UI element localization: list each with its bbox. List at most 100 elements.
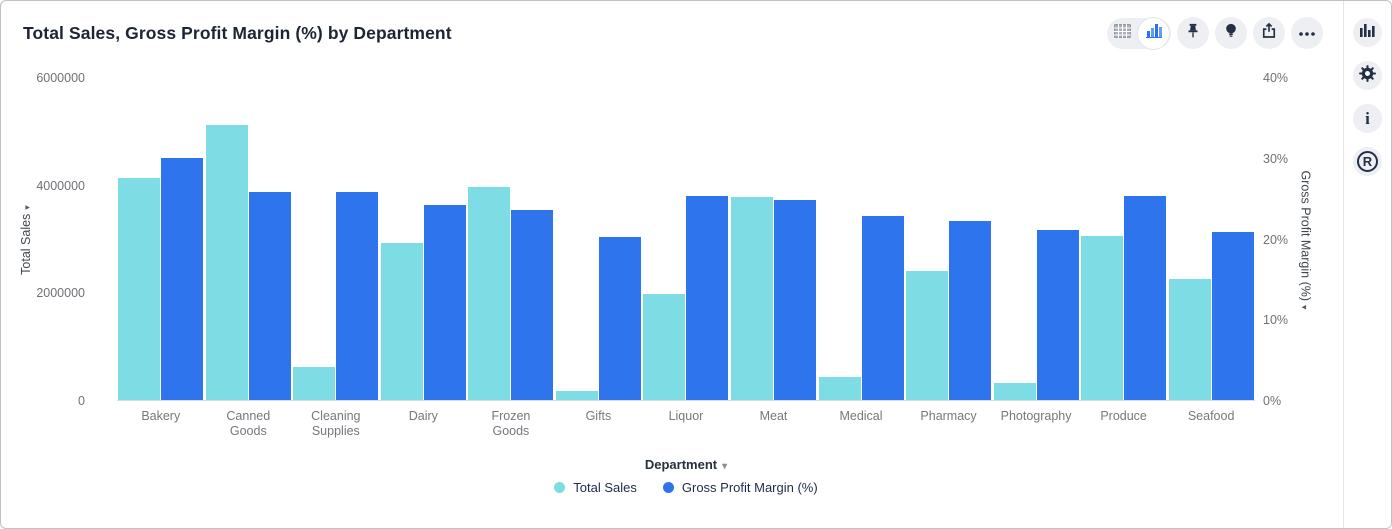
y-tick: 40%	[1263, 71, 1289, 85]
bar-group-bakery	[117, 78, 205, 400]
bar-group-medical	[817, 78, 905, 400]
bar-group-photography	[992, 78, 1080, 400]
legend-dot-icon	[554, 482, 566, 493]
left-axis-label: Total Sales	[19, 213, 33, 275]
right-rail: i R	[1343, 1, 1391, 528]
insights-button[interactable]	[1215, 17, 1247, 49]
x-tick-pharmacy: Pharmacy	[920, 409, 977, 423]
bar-gross-profit-margin-pharmacy[interactable]	[949, 221, 992, 400]
chart-type-button[interactable]	[1353, 18, 1382, 47]
x-tick-bakery: Bakery	[141, 409, 181, 423]
bar-total-sales-pharmacy[interactable]	[906, 271, 949, 400]
bar-gross-profit-margin-frozen-goods[interactable]	[511, 210, 554, 400]
x-tick-frozen-goods: Frozen Goods	[491, 409, 531, 438]
x-tick-photography: Photography	[1000, 409, 1072, 423]
bar-group-frozen-goods	[467, 78, 555, 400]
y-tick: 2000000	[36, 286, 85, 301]
x-tick-produce: Produce	[1100, 409, 1147, 423]
bar-gross-profit-margin-medical[interactable]	[861, 215, 904, 400]
bar-total-sales-canned-goods[interactable]	[205, 124, 248, 400]
plot-area	[117, 78, 1255, 401]
bar-group-dairy	[380, 78, 468, 400]
legend-dot-icon	[662, 482, 674, 493]
right-axis-title[interactable]: Gross Profit Margin (%) ▾	[1295, 78, 1317, 401]
lightbulb-icon	[1222, 21, 1240, 45]
bar-gross-profit-margin-meat[interactable]	[773, 200, 816, 400]
info-icon: i	[1365, 108, 1370, 128]
info-button[interactable]: i	[1353, 104, 1382, 133]
x-tick-liquor: Liquor	[668, 409, 704, 423]
bar-total-sales-meat[interactable]	[730, 196, 773, 400]
legend-item-gross-profit-margin[interactable]: Gross Profit Margin (%)	[662, 480, 818, 495]
x-tick-seafood: Seafood	[1187, 409, 1235, 423]
chart-view-button[interactable]	[1138, 17, 1169, 49]
bar-chart-icon	[1145, 23, 1162, 43]
bar-total-sales-dairy[interactable]	[380, 243, 423, 400]
bar-group-gifts	[555, 78, 643, 400]
bar-gross-profit-margin-produce[interactable]	[1124, 196, 1167, 400]
share-button[interactable]	[1253, 17, 1285, 49]
x-tick-dairy: Dairy	[408, 409, 438, 423]
settings-button[interactable]	[1353, 61, 1382, 90]
chart-toolbar	[1107, 17, 1323, 49]
bar-gross-profit-margin-bakery[interactable]	[161, 157, 204, 400]
x-axis-labels: Bakery Canned Goods Cleaning Supplies Dairy…	[117, 409, 1255, 439]
pin-button[interactable]	[1177, 17, 1209, 49]
x-tick-canned-goods: Canned Goods	[226, 409, 271, 438]
bar-group-produce	[1080, 78, 1168, 400]
y-tick: 0	[78, 394, 85, 408]
bar-gross-profit-margin-canned-goods[interactable]	[248, 191, 291, 400]
bar-gross-profit-margin-seafood[interactable]	[1211, 231, 1254, 400]
ellipsis-icon	[1298, 24, 1316, 42]
x-tick-gifts: Gifts	[585, 409, 612, 423]
bar-chart-icon	[1360, 23, 1375, 42]
share-icon	[1260, 22, 1278, 45]
legend-label: Gross Profit Margin (%)	[681, 480, 818, 495]
bar-total-sales-bakery[interactable]	[118, 178, 161, 400]
table-icon	[1114, 23, 1131, 43]
y-tick: 0%	[1263, 394, 1282, 408]
axis-sort-arrow-icon: ▾	[1300, 304, 1310, 310]
bar-total-sales-frozen-goods[interactable]	[468, 187, 511, 400]
right-axis-ticks: 40% 30% 20% 10% 0%	[1263, 71, 1323, 408]
chevron-down-icon: ▾	[722, 461, 728, 472]
left-axis-title[interactable]: Total Sales ▾	[15, 78, 37, 401]
bar-total-sales-photography[interactable]	[993, 382, 1036, 400]
r-analysis-button[interactable]: R	[1353, 147, 1382, 176]
bar-gross-profit-margin-liquor[interactable]	[686, 195, 729, 400]
bar-total-sales-liquor[interactable]	[643, 294, 686, 400]
bar-group-pharmacy	[905, 78, 993, 400]
bar-group-liquor	[642, 78, 730, 400]
bar-group-cleaning-supplies	[292, 78, 380, 400]
bar-gross-profit-margin-gifts[interactable]	[598, 237, 641, 400]
bar-total-sales-gifts[interactable]	[555, 390, 598, 400]
bar-total-sales-seafood[interactable]	[1168, 279, 1211, 400]
y-tick: 20%	[1263, 232, 1289, 247]
bar-gross-profit-margin-dairy[interactable]	[423, 205, 466, 400]
view-toggle	[1107, 17, 1171, 49]
chart-title: Total Sales, Gross Profit Margin (%) by …	[23, 23, 452, 43]
bar-group-seafood	[1167, 78, 1255, 400]
y-tick: 30%	[1263, 151, 1289, 166]
legend-label: Total Sales	[573, 480, 637, 495]
bar-total-sales-produce[interactable]	[1081, 236, 1124, 400]
axis-sort-arrow-icon: ▾	[22, 204, 32, 210]
legend-item-total-sales[interactable]: Total Sales	[554, 480, 637, 495]
left-axis-ticks: 6000000 4000000 2000000 0	[1, 71, 101, 408]
bar-gross-profit-margin-cleaning-supplies[interactable]	[336, 192, 379, 400]
x-axis-title[interactable]: Department ▾	[117, 457, 1255, 472]
bar-group-meat	[730, 78, 818, 400]
y-tick: 4000000	[36, 178, 85, 193]
x-tick-medical: Medical	[839, 409, 883, 423]
r-logo-icon: R	[1357, 151, 1378, 172]
y-tick: 10%	[1263, 313, 1289, 328]
more-options-button[interactable]	[1291, 17, 1323, 49]
x-tick-meat: Meat	[759, 409, 788, 423]
x-axis-label: Department	[644, 457, 718, 472]
legend: Total Sales Gross Profit Margin (%)	[117, 480, 1255, 495]
bar-total-sales-medical[interactable]	[818, 376, 861, 400]
table-view-button[interactable]	[1107, 18, 1138, 49]
bar-gross-profit-margin-photography[interactable]	[1036, 230, 1079, 400]
bar-total-sales-cleaning-supplies[interactable]	[293, 367, 336, 400]
